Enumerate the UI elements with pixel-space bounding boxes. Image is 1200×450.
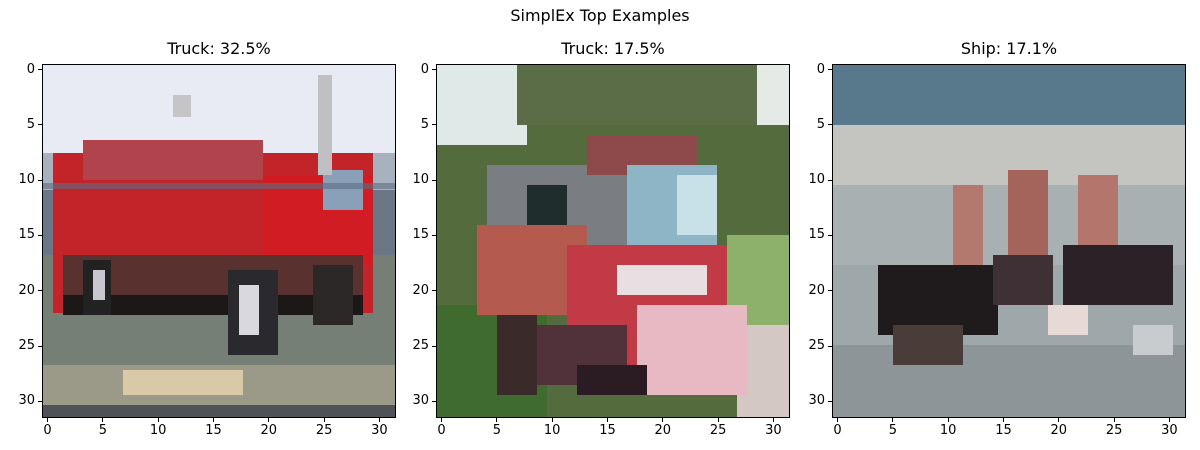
y-tick-label: 0	[420, 61, 429, 77]
y-tick-mark	[38, 290, 42, 292]
y-tick-label: 25	[808, 338, 825, 354]
x-tick-mark	[441, 418, 443, 422]
x-tick-label: 10	[543, 423, 561, 438]
y-tick-label: 0	[816, 61, 825, 77]
x-tick-label: 5	[888, 423, 897, 438]
panel-title-3: Ship: 17.1%	[960, 39, 1058, 58]
x-tick-mark	[157, 418, 159, 422]
y-tick-label: 20	[412, 282, 429, 298]
x-tick-label: 30	[765, 423, 782, 438]
y-tick-mark	[38, 69, 42, 71]
y-tick-mark	[432, 124, 436, 126]
x-tick-mark	[717, 418, 719, 422]
truck-image-1	[42, 64, 396, 418]
x-tick-mark	[323, 418, 325, 422]
x-tick-label: 20	[1050, 423, 1068, 438]
y-tick-mark	[432, 234, 436, 236]
y-tick-mark	[432, 69, 436, 71]
y-tick-mark	[38, 124, 42, 126]
x-tick-label: 15	[205, 423, 222, 438]
y-tick-label: 30	[412, 393, 429, 409]
y-tick-mark	[432, 400, 436, 402]
x-tick-label: 0	[833, 423, 842, 438]
y-tick-label: 20	[808, 282, 825, 298]
y-tick-label: 10	[808, 172, 825, 188]
x-tick-mark	[378, 418, 380, 422]
x-tick-label: 5	[492, 423, 501, 438]
y-tick-mark	[38, 179, 42, 181]
panel-title-1: Truck: 32.5%	[167, 39, 271, 58]
y-tick-label: 30	[808, 393, 825, 409]
x-tick-label: 25	[709, 423, 727, 438]
x-tick-label: 30	[1161, 423, 1178, 438]
x-tick-label: 25	[315, 423, 333, 438]
x-tick-mark	[662, 418, 664, 422]
y-tick-label: 10	[412, 172, 429, 188]
x-tick-label: 20	[654, 423, 672, 438]
x-tick-label: 15	[599, 423, 616, 438]
y-tick-mark	[828, 69, 832, 71]
y-tick-mark	[828, 124, 832, 126]
y-tick-mark	[38, 345, 42, 347]
x-tick-mark	[837, 418, 839, 422]
x-tick-label: 10	[939, 423, 957, 438]
y-tick-label: 5	[420, 116, 429, 132]
figure-suptitle: SimplEx Top Examples	[510, 6, 690, 25]
truck-image-2	[436, 64, 790, 418]
y-tick-mark	[828, 345, 832, 347]
y-tick-label: 25	[412, 338, 429, 354]
x-tick-label: 30	[371, 423, 388, 438]
x-tick-mark	[212, 418, 214, 422]
x-tick-label: 10	[149, 423, 167, 438]
y-tick-label: 5	[816, 116, 825, 132]
y-tick-label: 15	[18, 227, 35, 243]
x-tick-mark	[47, 418, 49, 422]
x-tick-mark	[1168, 418, 1170, 422]
x-tick-mark	[102, 418, 104, 422]
x-tick-mark	[268, 418, 270, 422]
y-tick-mark	[828, 290, 832, 292]
y-tick-mark	[432, 345, 436, 347]
x-tick-mark	[772, 418, 774, 422]
x-tick-mark	[496, 418, 498, 422]
x-tick-label: 0	[43, 423, 52, 438]
x-tick-label: 20	[260, 423, 278, 438]
y-tick-label: 30	[18, 393, 35, 409]
y-tick-label: 20	[18, 282, 35, 298]
y-tick-mark	[828, 400, 832, 402]
x-tick-label: 5	[98, 423, 107, 438]
x-tick-mark	[606, 418, 608, 422]
y-tick-label: 25	[18, 338, 35, 354]
x-tick-label: 25	[1105, 423, 1123, 438]
x-tick-mark	[1113, 418, 1115, 422]
x-tick-mark	[1002, 418, 1004, 422]
panel-title-2: Truck: 17.5%	[561, 39, 665, 58]
y-tick-mark	[432, 179, 436, 181]
y-tick-mark	[38, 234, 42, 236]
y-tick-label: 15	[412, 227, 429, 243]
y-tick-label: 10	[18, 172, 35, 188]
y-tick-mark	[828, 179, 832, 181]
y-tick-label: 15	[808, 227, 825, 243]
y-tick-mark	[432, 290, 436, 292]
y-tick-label: 0	[26, 61, 35, 77]
x-tick-mark	[551, 418, 553, 422]
x-tick-mark	[1058, 418, 1060, 422]
y-tick-mark	[38, 400, 42, 402]
x-tick-label: 0	[437, 423, 446, 438]
y-tick-label: 5	[26, 116, 35, 132]
x-tick-mark	[947, 418, 949, 422]
x-tick-label: 15	[995, 423, 1012, 438]
x-tick-mark	[892, 418, 894, 422]
ship-image-3	[832, 64, 1186, 418]
y-tick-mark	[828, 234, 832, 236]
